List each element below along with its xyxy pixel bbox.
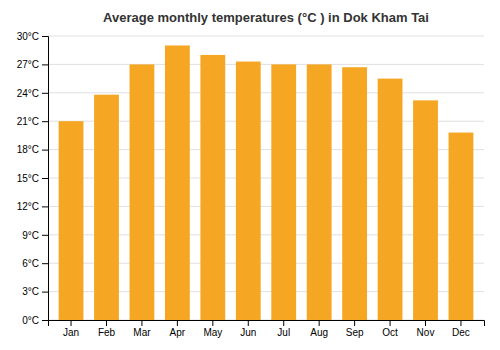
x-tick-label: Apr <box>170 327 186 338</box>
x-tick-mark <box>460 320 461 326</box>
y-tick-label: 0°C <box>22 315 39 326</box>
x-axis-line <box>49 321 485 327</box>
x-tick-mark <box>390 320 391 326</box>
y-tick-mark <box>42 206 48 207</box>
y-tick: 12°C <box>17 201 48 212</box>
x-tick-mark <box>425 320 426 326</box>
x-tick-mark <box>319 320 320 326</box>
x-tick-label: May <box>203 327 222 338</box>
title: Average monthly temperatures (°C ) in Do… <box>103 10 429 25</box>
grid-line <box>48 64 484 65</box>
x-tick-label: Jan <box>63 327 79 338</box>
y-tick-mark <box>42 64 48 65</box>
y-tick-label: 15°C <box>17 173 39 184</box>
y-tick-mark <box>42 178 48 179</box>
y-tick-mark <box>42 263 48 264</box>
x-tick: Jul <box>277 320 290 338</box>
x-tick: Mar <box>133 320 151 338</box>
plot-area: 0°C 3°C 6°C 9°C 12°C 15°C 18°C 21°C 24°C 27°C 30°C… <box>17 31 485 338</box>
y-tick: 30°C <box>17 31 48 42</box>
y-tick: 21°C <box>17 116 48 127</box>
y-tick-label: 12°C <box>17 201 39 212</box>
y-axis: 0°C 3°C 6°C 9°C 12°C 15°C 18°C 21°C 24°C 27°C 30°C <box>17 31 49 326</box>
x-tick-mark <box>283 320 284 326</box>
x-tick: Jun <box>240 320 256 338</box>
y-tick-mark <box>42 235 48 236</box>
x-tick: Dec <box>452 320 470 338</box>
bar <box>271 64 296 320</box>
y-tick: 18°C <box>17 144 48 155</box>
x-tick: Jan <box>63 320 79 338</box>
y-tick-label: 27°C <box>17 59 39 70</box>
x-tick-label: Sep <box>346 327 364 338</box>
y-tick-label: 3°C <box>22 286 39 297</box>
grid-line <box>48 36 484 37</box>
bar <box>165 45 190 320</box>
y-tick-label: 6°C <box>22 258 39 269</box>
x-tick-mark <box>106 320 107 326</box>
y-tick: 15°C <box>17 173 48 184</box>
x-tick-label: Jul <box>277 327 290 338</box>
y-tick-mark <box>42 121 48 122</box>
y-tick: 27°C <box>17 59 48 70</box>
bar <box>236 62 261 320</box>
x-tick-label: Dec <box>452 327 470 338</box>
bar <box>342 67 367 320</box>
bars <box>59 45 474 320</box>
chart-svg: 0°C 3°C 6°C 9°C 12°C 15°C 18°C 21°C 24°C 27°C 30°C… <box>0 0 500 350</box>
x-tick-mark <box>354 320 355 326</box>
bar <box>378 79 403 320</box>
x-tick-label: Jun <box>240 327 256 338</box>
x-tick: Oct <box>382 320 398 338</box>
y-tick: 24°C <box>17 88 48 99</box>
y-tick-mark <box>42 292 48 293</box>
x-tick: Apr <box>170 320 186 338</box>
x-tick-label: Aug <box>310 327 328 338</box>
x-tick: May <box>203 320 222 338</box>
y-tick: 6°C <box>22 258 48 269</box>
bar <box>307 64 332 320</box>
bar <box>59 121 84 320</box>
bar <box>130 64 155 320</box>
y-tick-mark <box>42 93 48 94</box>
y-tick-mark <box>42 36 48 37</box>
y-tick-label: 18°C <box>17 144 39 155</box>
y-tick-label: 30°C <box>17 31 39 42</box>
x-tick-label: Feb <box>98 327 116 338</box>
y-tick-label: 9°C <box>22 230 39 241</box>
x-tick-label: Nov <box>417 327 435 338</box>
y-axis-line <box>42 37 49 321</box>
x-tick-label: Oct <box>382 327 398 338</box>
y-tick: 9°C <box>22 230 48 241</box>
x-tick-mark <box>71 320 72 326</box>
x-axis: Jan Feb Mar Apr May Jun Jul Aug Sep Oct Nov Dec <box>49 320 485 338</box>
bar <box>449 133 474 320</box>
x-tick: Nov <box>417 320 435 338</box>
x-tick-mark <box>212 320 213 326</box>
x-tick-label: Mar <box>133 327 151 338</box>
bar <box>94 95 119 320</box>
y-tick-label: 21°C <box>17 116 39 127</box>
bar <box>200 55 225 320</box>
y-tick: 0°C <box>22 315 48 326</box>
x-tick: Aug <box>310 320 328 338</box>
y-tick-label: 24°C <box>17 88 39 99</box>
x-tick: Feb <box>98 320 116 338</box>
bar <box>413 100 438 320</box>
grid <box>48 36 484 320</box>
x-tick: Sep <box>346 320 364 338</box>
x-tick-mark <box>248 320 249 326</box>
x-tick-mark <box>177 320 178 326</box>
y-tick: 3°C <box>22 286 48 297</box>
y-tick-mark <box>42 150 48 151</box>
grid-line <box>48 92 484 93</box>
y-tick-mark <box>42 320 48 321</box>
x-tick-mark <box>141 320 142 326</box>
chart-container: 0°C 3°C 6°C 9°C 12°C 15°C 18°C 21°C 24°C 27°C 30°C… <box>0 0 500 350</box>
